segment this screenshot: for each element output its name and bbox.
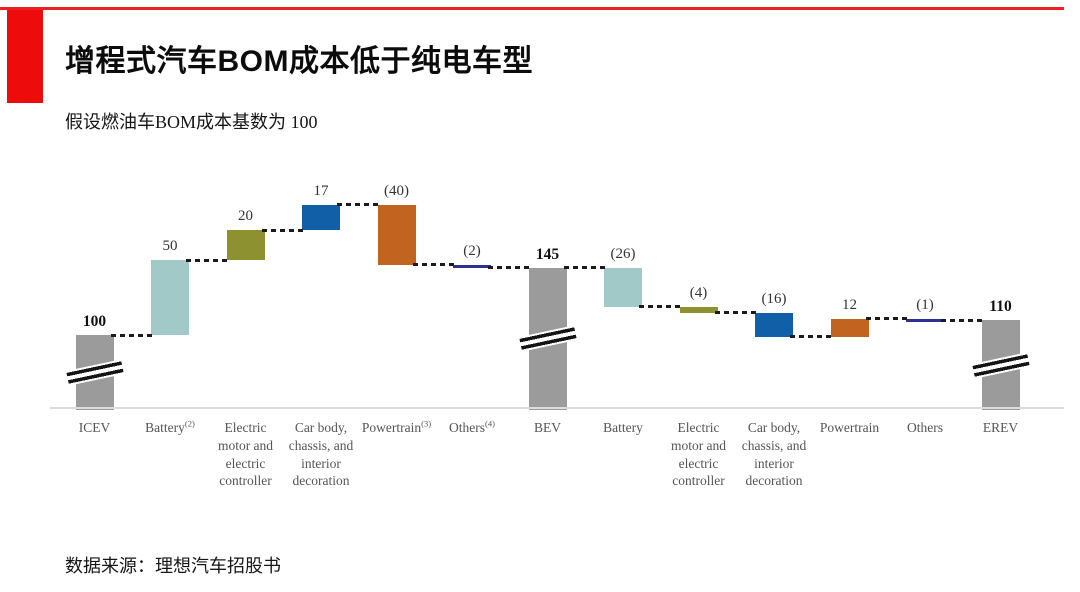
x-axis-label-text: Others (907, 420, 943, 435)
bar-value-label: (1) (916, 296, 934, 313)
connector-line (186, 258, 230, 262)
x-axis-label-text: Battery (603, 420, 643, 435)
x-axis-label: BEV (500, 419, 596, 437)
bar-value-label: 50 (162, 238, 178, 254)
x-axis-label-text: EREV (982, 420, 1019, 435)
x-axis-label: Electric motor and electric controller (198, 419, 294, 490)
x-axis-label: Battery (575, 419, 671, 437)
connector-line (261, 228, 305, 232)
bar-value-label: 145 (535, 245, 560, 263)
bar-value-label: 20 (238, 208, 253, 224)
waterfall-bar (679, 306, 718, 313)
waterfall-bar (226, 230, 265, 260)
x-axis-label-text: Powertrain (819, 420, 880, 435)
bar-value-label: (2) (463, 242, 481, 259)
bar-value-label: 12 (842, 296, 857, 313)
connector-line (488, 266, 532, 269)
x-axis-label: Powertrain(3) (349, 419, 445, 437)
x-axis-label: Others (877, 419, 973, 437)
connector-line (639, 305, 683, 308)
x-axis-label-text: ICEV (78, 420, 111, 435)
bar-value-label: (16) (761, 290, 787, 307)
x-axis-label: Powertrain (802, 419, 898, 437)
connector-line (865, 317, 909, 320)
bar-value-label: 110 (989, 298, 1012, 315)
x-axis-label: Others(4) (424, 419, 520, 437)
connector-line (941, 318, 985, 322)
bar-value-label: (26) (610, 245, 636, 262)
x-axis-label-text: BEV (534, 420, 561, 435)
waterfall-bar (377, 204, 416, 265)
waterfall-bar (906, 318, 944, 322)
connector-line (110, 333, 154, 337)
bar-value-label: 100 (82, 313, 107, 330)
bar-value-label: (4) (689, 284, 708, 301)
footnote-superscript: (2) (184, 418, 195, 429)
top-red-rule (0, 7, 1064, 10)
bar-value-label: (40) (384, 182, 409, 199)
x-axis-label: Car body, chassis, and interior decorati… (726, 419, 822, 490)
page-title: 增程式汽车BOM成本低于纯电车型 (65, 45, 533, 78)
connector-line (714, 311, 758, 314)
waterfall-bar (453, 264, 491, 268)
x-axis-label: Electric motor and electric controller (651, 419, 747, 490)
x-axis-label: Battery(2) (122, 419, 218, 437)
waterfall-bar (755, 312, 793, 337)
connector-line (337, 203, 381, 206)
waterfall-bar (302, 204, 340, 230)
waterfall-bar (830, 318, 869, 337)
connector-line (790, 335, 834, 338)
x-axis-label-text: Powertrain (361, 420, 422, 435)
x-axis-label-text: Electric motor and electric controller (217, 420, 274, 489)
x-axis-line (50, 407, 1064, 409)
x-axis-label-text: Battery (145, 420, 185, 435)
red-accent-block (7, 10, 43, 103)
x-axis-label: EREV (953, 419, 1049, 437)
chart-subtitle: 假设燃油车BOM成本基数为 100 (65, 112, 318, 132)
bar-value-label: 17 (313, 182, 329, 199)
waterfall-bar (604, 267, 642, 307)
waterfall-bar (151, 260, 189, 335)
footnote-superscript: (4) (485, 418, 495, 429)
x-axis-label-text: Others (449, 420, 486, 435)
connector-line (412, 263, 456, 266)
source-note: 数据来源：理想汽车招股书 (65, 556, 281, 576)
x-axis-label-text: Electric motor and electric controller (670, 420, 727, 489)
x-axis-label: Car body, chassis, and interior decorati… (273, 419, 369, 490)
connector-line (563, 266, 607, 269)
x-axis-label: ICEV (47, 419, 143, 437)
x-axis-label-text: Car body, chassis, and interior decorati… (741, 420, 807, 489)
x-axis-label-text: Car body, chassis, and interior decorati… (288, 420, 354, 489)
footnote-superscript: (3) (421, 418, 432, 429)
